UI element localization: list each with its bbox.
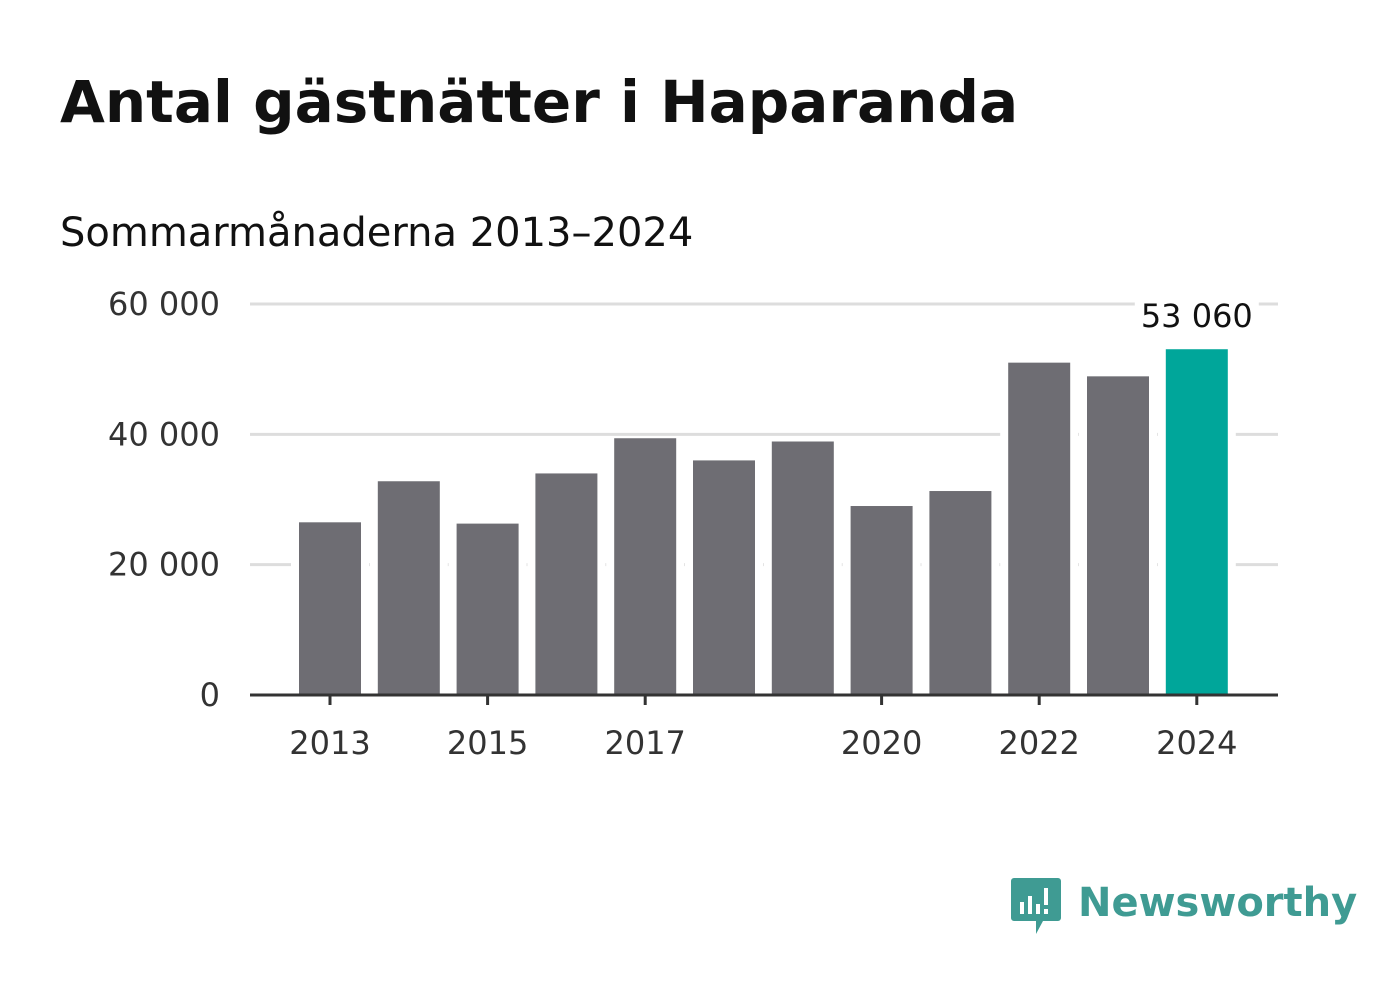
bars [291,347,1236,695]
x-tick-label: 2015 [447,724,528,762]
bar-2018 [693,460,755,695]
brand-logo: Newsworthy [1010,876,1357,942]
x-tick-label: 2017 [604,724,685,762]
y-tick-label: 0 [200,676,220,714]
x-axis [250,693,1278,705]
value-label-2024: 53 060 [1141,297,1253,335]
bar-2019 [771,441,834,695]
brand-name: Newsworthy [1078,880,1358,926]
annotations: 53 060 [1134,295,1259,336]
bar-2021 [929,491,992,695]
x-tick-label: 2020 [841,724,922,762]
value-label-background [1134,295,1259,336]
bar-2015 [456,523,519,695]
y-tick-label: 60 000 [108,285,220,323]
bar-2013 [299,522,361,695]
bar-2022 [1008,362,1071,695]
bar-2017 [614,438,677,695]
x-tick-label: 2024 [1156,724,1237,762]
bar-2016 [535,473,598,695]
y-tick-label: 40 000 [108,415,220,453]
chart-title: Antal gästnätter i Haparanda [60,68,1019,136]
y-axis-labels: 0 20 000 40 000 60 000 [108,285,220,714]
x-axis-labels: 2013 2015 2017 2020 2022 2024 [289,724,1237,762]
bar-2020 [850,506,913,695]
x-tick-label: 2013 [289,724,370,762]
y-tick-label: 20 000 [108,546,220,584]
newsworthy-logo-icon [1011,878,1061,934]
bar-2024 [1165,349,1228,695]
bar-2023 [1087,376,1149,695]
chart-subtitle: Sommarmånaderna 2013–2024 [60,210,694,256]
x-tick-label: 2022 [998,724,1079,762]
bar-2014 [377,481,440,695]
